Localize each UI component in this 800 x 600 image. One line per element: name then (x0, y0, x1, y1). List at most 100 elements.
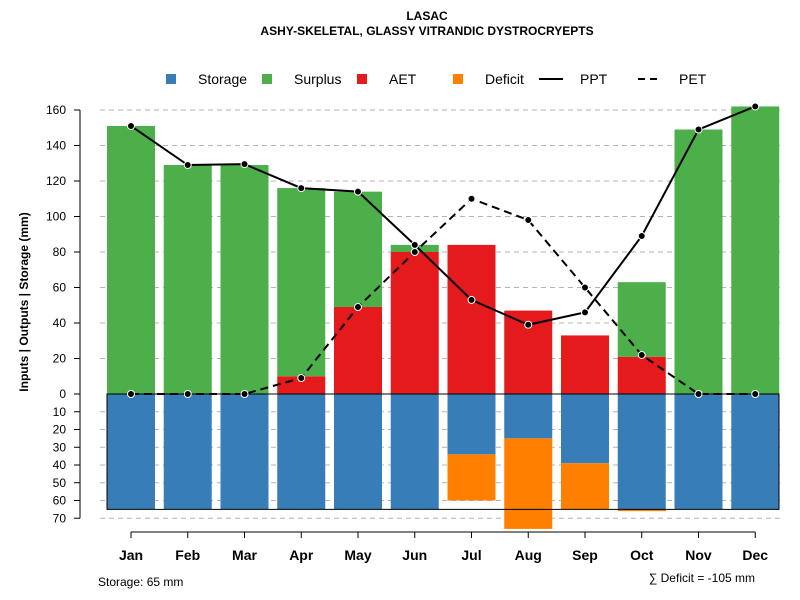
y-tick-label: 60 (53, 281, 67, 295)
storage-bar (277, 394, 326, 510)
storage-bar (561, 394, 609, 464)
pet-point (581, 283, 589, 292)
pet-point (240, 390, 249, 398)
ppt-point (581, 308, 589, 317)
ppt-point (410, 240, 419, 249)
pet-line (131, 197, 756, 395)
ppt-point (297, 184, 306, 193)
legend: Storage Surplus AET Deficit PPT PET (166, 71, 707, 87)
storage-bar (163, 394, 212, 510)
y-axis-label: Inputs | Outputs | Storage (mm) (17, 212, 31, 391)
y-tick-label: 80 (53, 245, 67, 259)
storage-bar (220, 394, 269, 510)
ppt-point (637, 232, 646, 241)
storage-note: Storage: 65 mm (98, 575, 183, 589)
ppt-point (354, 187, 362, 196)
storage-bar (447, 394, 496, 455)
y-tick-label: 120 (46, 174, 66, 188)
legend-label: Storage (198, 71, 247, 87)
deficit-bar (504, 438, 553, 529)
ppt-point (240, 160, 249, 169)
storage-bar (107, 394, 155, 510)
pet-point (694, 390, 703, 398)
x-tick-label: Apr (289, 547, 314, 563)
aet-bar (617, 356, 666, 394)
aet-bar (390, 252, 439, 394)
ppt-line (130, 105, 756, 326)
y-tick-label: 140 (46, 139, 66, 153)
surplus-bar (163, 165, 212, 394)
pet-point (410, 248, 419, 256)
storage-swatch (166, 74, 176, 84)
legend-label: Deficit (485, 71, 524, 87)
deficit-bar (561, 463, 609, 510)
pet-point (637, 350, 646, 359)
y-tick-label: 70 (53, 511, 67, 525)
x-tick-label: May (344, 547, 371, 563)
y-tick-label: 0 (59, 387, 66, 401)
pet-point (524, 216, 533, 225)
ppt-point (467, 295, 476, 304)
legend-item-pet: PET (638, 71, 707, 87)
x-tick-label: Jan (119, 547, 143, 563)
pet-point (751, 390, 760, 398)
legend-item-surplus: Surplus (262, 71, 341, 87)
aet-swatch (357, 74, 367, 84)
surplus-bar (277, 188, 326, 377)
aet-bar (334, 307, 382, 394)
y-tick-label: 100 (46, 210, 66, 224)
x-tick-label: Jun (402, 547, 427, 563)
legend-label: AET (389, 71, 417, 87)
y-tick-label: 60 (53, 494, 67, 508)
surplus-bar (220, 165, 269, 394)
y-tick-label: 50 (53, 476, 67, 490)
y-tick-label: 20 (53, 352, 67, 366)
ppt-point (127, 121, 135, 130)
legend-item-deficit: Deficit (453, 71, 524, 87)
ppt-point (694, 125, 703, 134)
ppt-point (751, 102, 760, 111)
aet-bar (561, 335, 609, 394)
legend-label: PPT (580, 71, 608, 87)
y-tick-label: 40 (53, 458, 67, 472)
pet-point (183, 390, 192, 398)
lines (127, 102, 760, 398)
deficit-swatch (453, 74, 463, 84)
axes: 0 20 40 60 80 100 120 140 160 10 20 30 40 50 60 70 Jan Fe… (46, 103, 768, 563)
surplus-bar (107, 125, 155, 394)
bars (107, 106, 780, 529)
pet-point (467, 194, 476, 203)
x-tick-label: Jul (461, 547, 481, 563)
deficit-bar (617, 509, 666, 512)
storage-frame (106, 393, 780, 510)
legend-item-storage: Storage (166, 71, 247, 87)
legend-item-ppt: PPT (539, 71, 608, 87)
x-tick-label: Oct (630, 547, 654, 563)
x-tick-label: Feb (175, 547, 200, 563)
pet-point (127, 390, 135, 398)
x-tick-label: Mar (232, 547, 257, 563)
pet-point (297, 374, 306, 383)
ppt-point (524, 320, 533, 329)
y-tick-label: 10 (53, 405, 67, 419)
aet-bar (447, 244, 496, 394)
storage-bar (504, 394, 553, 439)
pet-point (354, 303, 362, 312)
x-tick-label: Aug (515, 547, 542, 563)
storage-bar (674, 394, 723, 510)
surplus-swatch (262, 74, 272, 84)
y-tick-label: 40 (53, 316, 67, 330)
x-tick-label: Nov (685, 547, 712, 563)
surplus-bar (334, 191, 382, 308)
legend-label: Surplus (294, 71, 341, 87)
chart-title: LASAC (406, 9, 448, 23)
storage-bar (731, 394, 780, 510)
surplus-bar (617, 282, 666, 357)
y-tick-label: 20 (53, 423, 67, 437)
x-tick-label: Sep (572, 547, 598, 563)
chart-subtitle: ASHY-SKELETAL, GLASSY VITRANDIC DYSTROCR… (260, 24, 593, 38)
y-tick-label: 30 (53, 440, 67, 454)
x-tick-label: Dec (742, 547, 768, 563)
storage-bar (334, 394, 382, 510)
